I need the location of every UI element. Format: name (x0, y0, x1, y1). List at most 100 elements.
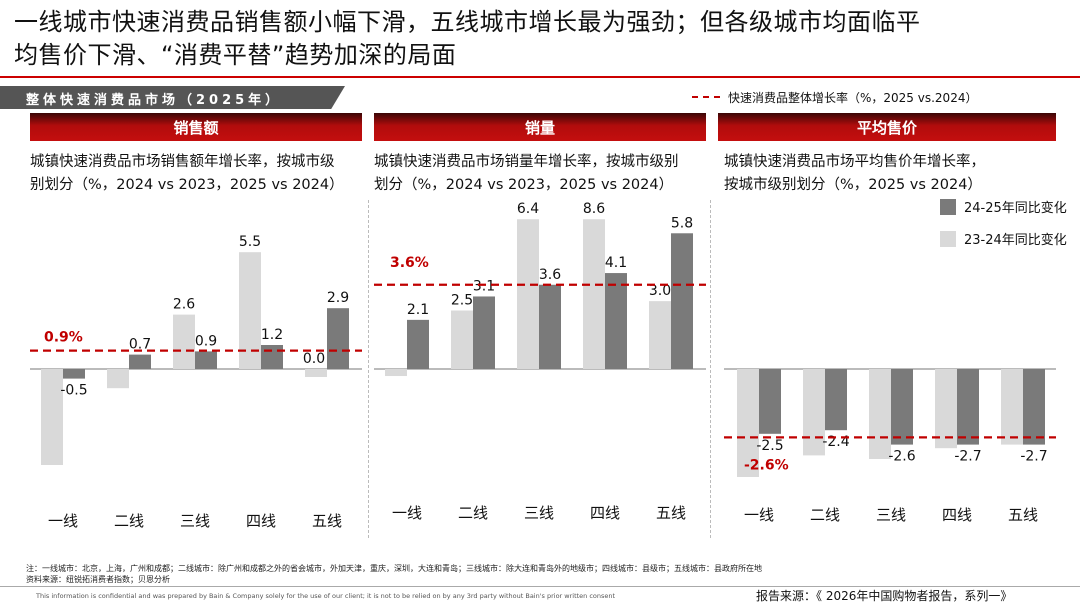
legend-swatch-2425 (940, 198, 956, 215)
data-label-2425: 3.6 (539, 267, 561, 283)
category-label: 三线 (876, 506, 906, 524)
data-label-2324: 8.6 (583, 201, 605, 217)
series-legend: 24-25年同比变化 23-24年同比变化 (940, 197, 1067, 261)
bar-2324 (173, 314, 195, 369)
bar-2324 (239, 252, 261, 369)
data-label-2425: -2.5 (756, 438, 783, 454)
data-label-extra: 0.0 (303, 351, 325, 367)
page-title: 一线城市快速消费品销售额小幅下滑，五线城市增长最为强劲；但各级城市均面临平 均售… (14, 6, 1064, 72)
data-label-2425: 4.1 (605, 255, 627, 271)
legend-item-2425: 24-25年同比变化 (940, 197, 1067, 216)
bar-2324 (305, 369, 327, 377)
legend-item-2324: 23-24年同比变化 (940, 229, 1067, 248)
bar-2425 (671, 233, 693, 369)
bar-2425 (957, 369, 979, 445)
category-label: 五线 (312, 512, 342, 530)
category-label: 一线 (744, 506, 774, 524)
confidentiality-notice: This information is confidential and was… (36, 592, 616, 600)
panel-subtitle-price: 城镇快速消费品市场平均售价年增长率， 按城市级别划分（%，2025 vs 202… (724, 151, 985, 197)
category-label: 五线 (656, 504, 686, 522)
panel-subtitle-volume-line2: 划分（%，2024 vs 2023，2025 vs 2024） (374, 177, 674, 193)
footnote: 注：一线城市：北京，上海，广州和成都；二线城市：除广州和成都之外的省会城市，外加… (26, 563, 762, 585)
bar-2425 (327, 308, 349, 369)
category-label: 五线 (1008, 506, 1038, 524)
bar-2324 (107, 369, 129, 389)
bar-2324 (517, 219, 539, 369)
legend-label-2324: 23-24年同比变化 (964, 233, 1067, 248)
category-label: 四线 (942, 506, 972, 524)
market-banner: 整体快速消费品市场（2025年） (0, 86, 345, 109)
panel-header-volume: 销量 (374, 113, 706, 141)
panel-header-sales: 销售额 (30, 113, 362, 141)
data-label-2425: 0.7 (129, 337, 151, 353)
data-label-2425: 1.2 (261, 327, 283, 343)
overall-growth-legend-label: 快速消费品整体增长率（%，2025 vs.2024） (728, 90, 978, 105)
panel-subtitle-price-line1: 城镇快速消费品市场平均售价年增长率， (724, 154, 985, 170)
panel-subtitle-volume: 城镇快速消费品市场销量年增长率，按城市级别 划分（%，2024 vs 2023，… (374, 151, 679, 197)
bar-2425 (473, 296, 495, 369)
bar-2425 (1023, 369, 1045, 445)
title-line-1: 一线城市快速消费品销售额小幅下滑，五线城市增长最为强劲；但各级城市均面临平 (14, 8, 921, 36)
data-label-2425: 0.9 (195, 333, 217, 349)
title-line-2: 均售价下滑、“消费平替”趋势加深的局面 (14, 41, 457, 69)
footnote-line-2: 资料来源：纽锐拓消费者指数；贝恩分析 (26, 575, 170, 584)
bar-2425 (825, 369, 847, 431)
category-label: 三线 (180, 512, 210, 530)
overall-growth-label: 0.9% (44, 330, 83, 346)
bar-2324 (385, 369, 407, 377)
panel-header-sales-label: 销售额 (173, 118, 219, 137)
bar-2324 (737, 369, 759, 477)
panel-subtitle-price-line2: 按城市级别划分（%，2025 vs 2024） (724, 177, 982, 193)
market-banner-label: 整体快速消费品市场（2025年） (26, 93, 283, 108)
panel-subtitle-sales-line2: 别划分（%，2024 vs 2023，2025 vs 2024） (30, 177, 344, 193)
bar-2425 (605, 273, 627, 369)
category-label: 三线 (524, 504, 554, 522)
legend-swatch-2324 (940, 230, 956, 247)
dashed-line-icon (692, 96, 720, 98)
bar-2324 (583, 219, 605, 369)
legend-label-2425: 24-25年同比变化 (964, 201, 1067, 216)
data-label-2324: 5.5 (239, 234, 261, 250)
bar-2324 (803, 369, 825, 456)
data-label-2324: 6.4 (517, 201, 539, 217)
panel-subtitle-sales: 城镇快速消费品市场销售额年增长率，按城市级 别划分（%，2024 vs 2023… (30, 151, 344, 197)
bar-2425 (129, 354, 151, 369)
data-label-2425: -0.5 (60, 383, 87, 399)
category-label: 四线 (590, 504, 620, 522)
bar-2425 (261, 345, 283, 369)
footnote-line-1: 注：一线城市：北京，上海，广州和成都；二线城市：除广州和成都之外的省会城市，外加… (26, 564, 762, 573)
overall-growth-legend: 快速消费品整体增长率（%，2025 vs.2024） (692, 88, 977, 106)
title-rule (0, 76, 1080, 78)
data-label-2425: -2.7 (1020, 449, 1047, 465)
data-label-2425: -2.6 (888, 449, 915, 465)
panel-header-price-label: 平均售价 (856, 118, 917, 137)
category-label: 四线 (246, 512, 276, 530)
data-label-2324: 3.0 (649, 283, 671, 299)
category-label: 二线 (458, 504, 488, 522)
bar-2425 (539, 284, 561, 369)
data-label-2324: 2.5 (451, 293, 473, 309)
bar-2324 (451, 310, 473, 369)
panel-subtitle-volume-line1: 城镇快速消费品市场销量年增长率，按城市级别 (374, 154, 679, 170)
overall-growth-label: -2.6% (744, 457, 789, 473)
bar-2324 (869, 369, 891, 459)
bar-2324 (41, 369, 63, 465)
footer-rule (0, 586, 1080, 587)
data-label-2425: -2.7 (954, 449, 981, 465)
category-label: 一线 (48, 512, 78, 530)
bar-2425 (891, 369, 913, 445)
data-label-2324: 2.6 (173, 297, 195, 313)
data-label-2425: 2.9 (327, 290, 349, 306)
bar-2425 (407, 319, 429, 369)
bar-2324 (1001, 369, 1023, 445)
data-label-2425: 2.1 (407, 302, 429, 318)
panel-divider (710, 200, 711, 538)
data-label-2425: 5.8 (671, 215, 693, 231)
report-source: 报告来源：《 2026年中国购物者报告，系列一》 (756, 589, 1013, 603)
panel-divider (368, 200, 369, 538)
overall-growth-label: 3.6% (390, 255, 429, 271)
bar-2425 (759, 369, 781, 434)
panel-subtitle-sales-line1: 城镇快速消费品市场销售额年增长率，按城市级 (30, 154, 335, 170)
bar-2324 (649, 301, 671, 369)
